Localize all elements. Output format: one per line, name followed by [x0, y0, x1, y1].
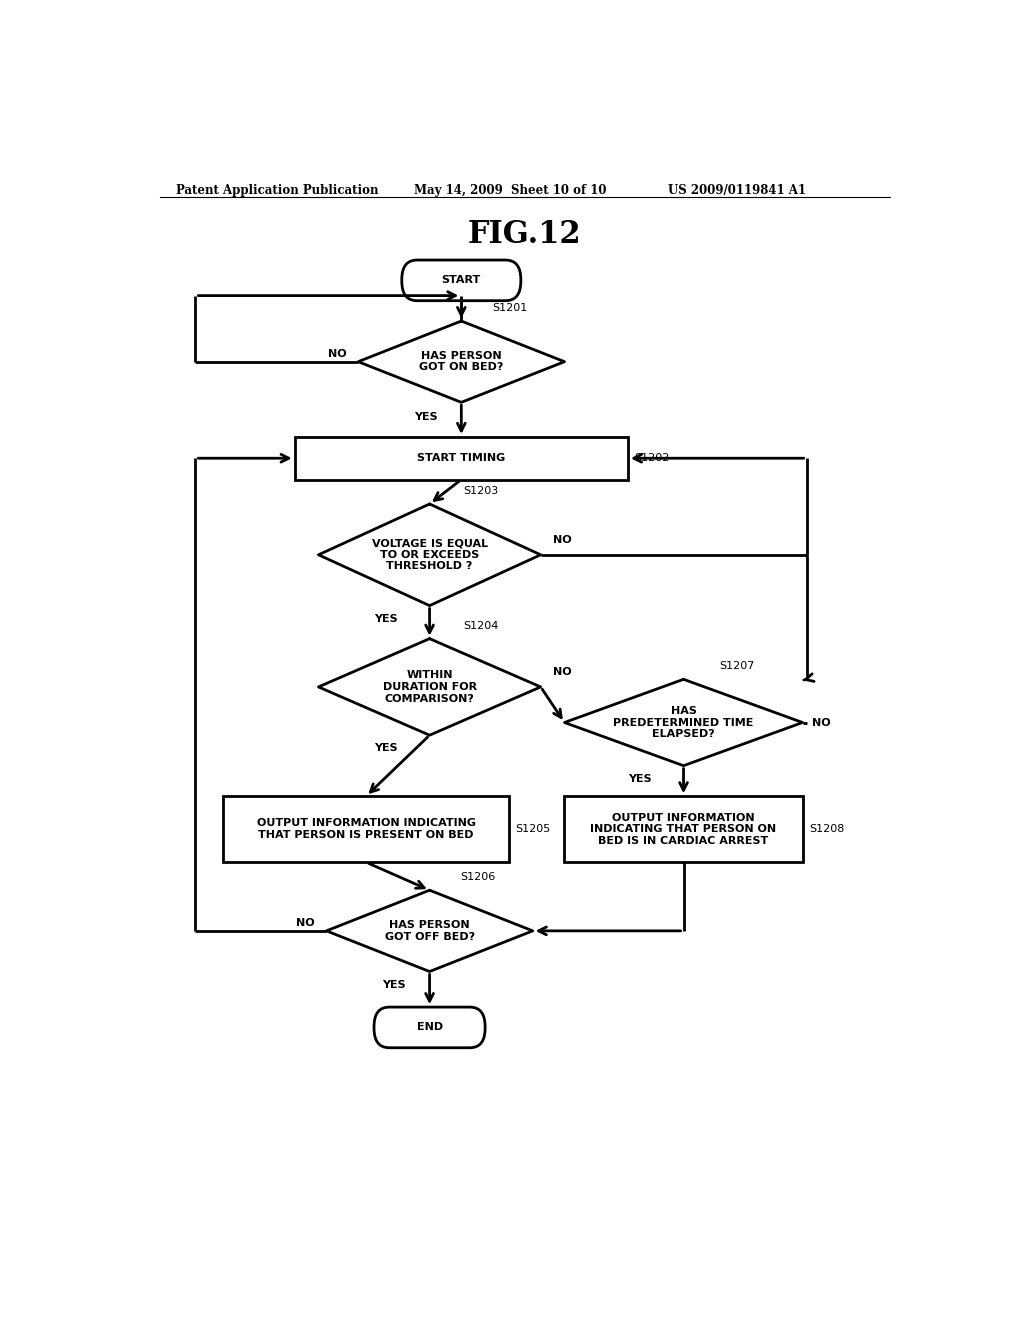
- Text: S1207: S1207: [719, 661, 755, 671]
- Text: START: START: [441, 276, 481, 285]
- Text: OUTPUT INFORMATION
INDICATING THAT PERSON ON
BED IS IN CARDIAC ARREST: OUTPUT INFORMATION INDICATING THAT PERSO…: [591, 813, 776, 846]
- Text: START TIMING: START TIMING: [417, 453, 506, 463]
- Text: US 2009/0119841 A1: US 2009/0119841 A1: [668, 183, 806, 197]
- Text: HAS PERSON
GOT OFF BED?: HAS PERSON GOT OFF BED?: [384, 920, 475, 941]
- Text: YES: YES: [382, 979, 406, 990]
- Text: NO: NO: [553, 667, 571, 677]
- Text: S1206: S1206: [461, 873, 496, 882]
- FancyBboxPatch shape: [374, 1007, 485, 1048]
- Text: S1205: S1205: [515, 824, 551, 834]
- FancyBboxPatch shape: [564, 796, 803, 862]
- FancyBboxPatch shape: [401, 260, 521, 301]
- Text: YES: YES: [374, 614, 397, 624]
- Text: WITHIN
DURATION FOR
COMPARISON?: WITHIN DURATION FOR COMPARISON?: [383, 671, 476, 704]
- Text: VOLTAGE IS EQUAL
TO OR EXCEEDS
THRESHOLD ?: VOLTAGE IS EQUAL TO OR EXCEEDS THRESHOLD…: [372, 539, 487, 572]
- Text: Patent Application Publication: Patent Application Publication: [176, 183, 378, 197]
- Text: NO: NO: [553, 535, 571, 545]
- Text: S1202: S1202: [634, 453, 670, 463]
- Text: NO: NO: [296, 917, 314, 928]
- Text: NO: NO: [328, 348, 346, 359]
- Text: FIG.12: FIG.12: [468, 219, 582, 251]
- Text: S1203: S1203: [463, 486, 498, 496]
- FancyBboxPatch shape: [223, 796, 509, 862]
- Text: YES: YES: [414, 412, 437, 422]
- Text: May 14, 2009  Sheet 10 of 10: May 14, 2009 Sheet 10 of 10: [414, 183, 606, 197]
- Text: END: END: [417, 1023, 442, 1032]
- Text: YES: YES: [374, 743, 397, 754]
- Text: NO: NO: [812, 718, 830, 727]
- Text: OUTPUT INFORMATION INDICATING
THAT PERSON IS PRESENT ON BED: OUTPUT INFORMATION INDICATING THAT PERSO…: [257, 818, 475, 840]
- Text: YES: YES: [628, 774, 651, 784]
- FancyBboxPatch shape: [295, 437, 628, 479]
- Text: S1208: S1208: [809, 824, 844, 834]
- Text: HAS PERSON
GOT ON BED?: HAS PERSON GOT ON BED?: [419, 351, 504, 372]
- Text: S1204: S1204: [463, 620, 499, 631]
- Text: S1201: S1201: [493, 302, 527, 313]
- Text: HAS
PREDETERMINED TIME
ELAPSED?: HAS PREDETERMINED TIME ELAPSED?: [613, 706, 754, 739]
